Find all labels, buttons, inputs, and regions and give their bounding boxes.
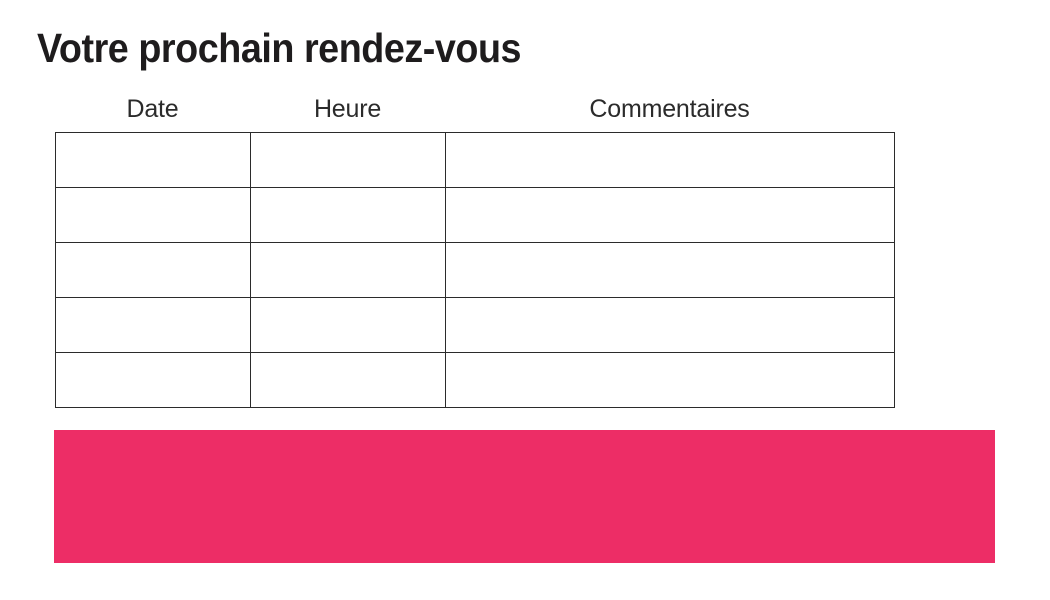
table-cell [55, 297, 251, 353]
table-cell [445, 352, 895, 408]
table-cell [55, 187, 251, 243]
pink-banner [54, 430, 995, 563]
page-title: Votre prochain rendez-vous [37, 25, 522, 71]
table-cell [250, 187, 446, 243]
appointments-table-body [55, 132, 895, 408]
table-cell [250, 242, 446, 298]
table-row [55, 242, 895, 298]
column-header-commentaires: Commentaires [589, 95, 750, 123]
column-header-date: Date [126, 95, 179, 123]
table-column-headers: Date Heure Commentaires [55, 93, 894, 125]
table-cell [445, 242, 895, 298]
table-cell [55, 352, 251, 408]
table-cell [55, 132, 251, 188]
table-row [55, 352, 895, 408]
table-cell [445, 187, 895, 243]
column-header-heure: Heure [313, 95, 382, 123]
appointments-table [55, 132, 895, 408]
table-row [55, 187, 895, 243]
table-cell [250, 352, 446, 408]
table-row [55, 132, 895, 188]
table-cell [55, 242, 251, 298]
table-cell [250, 132, 446, 188]
table-cell [250, 297, 446, 353]
table-cell [445, 297, 895, 353]
table-row [55, 297, 895, 353]
table-cell [445, 132, 895, 188]
